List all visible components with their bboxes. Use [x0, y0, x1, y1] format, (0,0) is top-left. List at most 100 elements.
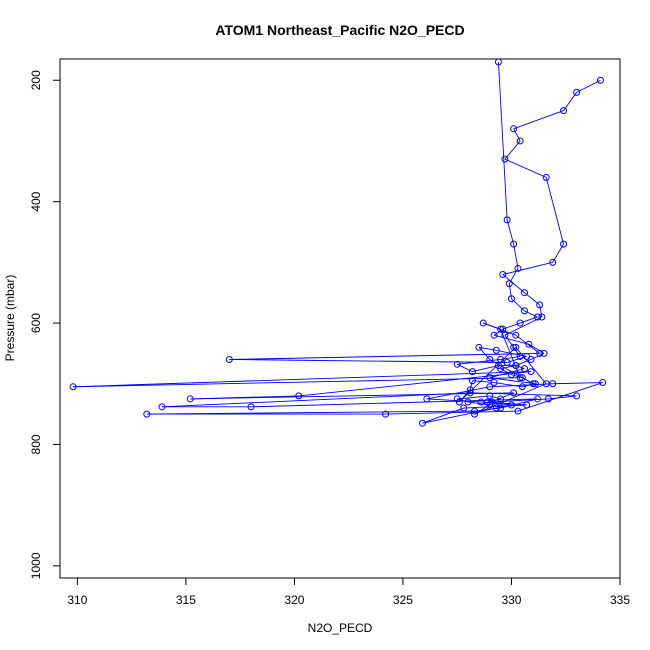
- series-segment: [493, 334, 529, 345]
- data-point: [486, 401, 494, 409]
- series-segment: [422, 407, 497, 424]
- data-point: [501, 155, 509, 163]
- series-segment: [489, 395, 501, 400]
- series-segment: [504, 334, 515, 348]
- series-segment: [552, 382, 603, 385]
- x-tick-label: 330: [501, 593, 521, 607]
- series-segment: [474, 383, 547, 415]
- data-point: [453, 360, 461, 368]
- data-point: [486, 374, 494, 382]
- data-point: [507, 401, 515, 409]
- data-point: [531, 380, 539, 388]
- series-segment: [496, 349, 527, 357]
- data-point: [518, 383, 526, 391]
- plot-area-frame: [59, 58, 621, 579]
- data-point: [523, 401, 531, 409]
- data-point: [512, 343, 520, 351]
- data-point: [516, 137, 524, 145]
- series-segment: [494, 382, 523, 388]
- series-segment: [469, 380, 473, 390]
- data-point: [534, 395, 542, 403]
- data-point: [143, 410, 151, 418]
- data-point: [520, 289, 528, 297]
- data-point: [486, 392, 494, 400]
- data-point: [490, 379, 498, 387]
- x-tick-label: 315: [176, 593, 196, 607]
- data-point: [560, 107, 568, 115]
- series-segment: [506, 219, 515, 245]
- data-point: [510, 240, 518, 248]
- y-axis: 200 400 600 800 1000: [29, 70, 61, 579]
- data-point: [468, 377, 476, 385]
- series-segment: [426, 398, 482, 403]
- series-segment: [487, 401, 527, 406]
- data-point: [573, 392, 581, 400]
- series-segment: [498, 62, 508, 220]
- data-point: [544, 395, 552, 403]
- data-point: [468, 368, 476, 376]
- data-point: [505, 280, 513, 288]
- series-segment: [146, 410, 475, 415]
- data-point: [501, 331, 509, 339]
- series-segment: [502, 274, 525, 294]
- data-point: [466, 386, 474, 394]
- series-segment: [190, 392, 514, 400]
- data-point: [423, 395, 431, 403]
- data-point: [525, 340, 533, 348]
- x-axis: 310 315 320 325 330 335: [67, 577, 630, 607]
- y-tick-label: 1000: [29, 552, 43, 579]
- data-point: [490, 331, 498, 339]
- series-segment: [457, 359, 501, 365]
- data-point: [464, 398, 472, 406]
- series-segment: [530, 352, 545, 360]
- data-point: [225, 355, 233, 363]
- data-point: [455, 398, 463, 406]
- data-point: [520, 365, 528, 373]
- series-segment: [515, 365, 525, 370]
- y-tick-label: 400: [29, 191, 43, 211]
- series-segment: [563, 92, 577, 111]
- series-segment: [229, 359, 508, 363]
- x-tick-label: 335: [610, 593, 630, 607]
- data-point: [510, 389, 518, 397]
- data-point: [512, 331, 520, 339]
- data-point: [494, 58, 502, 66]
- series-segment: [481, 401, 512, 406]
- y-tick-label: 200: [29, 70, 43, 90]
- data-point: [596, 76, 604, 84]
- series-segment: [489, 377, 536, 385]
- data-point: [471, 407, 479, 415]
- series-segment: [522, 383, 536, 388]
- x-tick-label: 310: [67, 593, 87, 607]
- series-segment: [576, 79, 601, 93]
- data-point: [247, 403, 255, 411]
- series-segment: [463, 404, 527, 409]
- data-point: [540, 349, 548, 357]
- series-segment: [504, 140, 521, 160]
- data-point: [514, 264, 522, 272]
- series-lines: [73, 62, 603, 424]
- data-point: [69, 383, 77, 391]
- series-segment: [515, 347, 547, 385]
- series-segment: [472, 380, 495, 383]
- series-segment: [513, 244, 519, 269]
- data-point: [471, 410, 479, 418]
- data-point: [492, 346, 500, 354]
- series-segment: [229, 352, 540, 360]
- data-point: [510, 125, 518, 133]
- data-point: [536, 349, 544, 357]
- series-segment: [552, 243, 564, 263]
- series-segment: [513, 128, 521, 142]
- data-point: [516, 374, 524, 382]
- y-axis-label: Pressure (mbar): [3, 275, 17, 362]
- data-point: [477, 398, 485, 406]
- data-point: [514, 407, 522, 415]
- y-tick-label: 600: [29, 313, 43, 333]
- data-point: [497, 325, 505, 333]
- data-point: [479, 319, 487, 327]
- data-point: [486, 383, 494, 391]
- data-point: [499, 270, 507, 278]
- series-segment: [539, 304, 543, 318]
- series-segment: [502, 261, 553, 275]
